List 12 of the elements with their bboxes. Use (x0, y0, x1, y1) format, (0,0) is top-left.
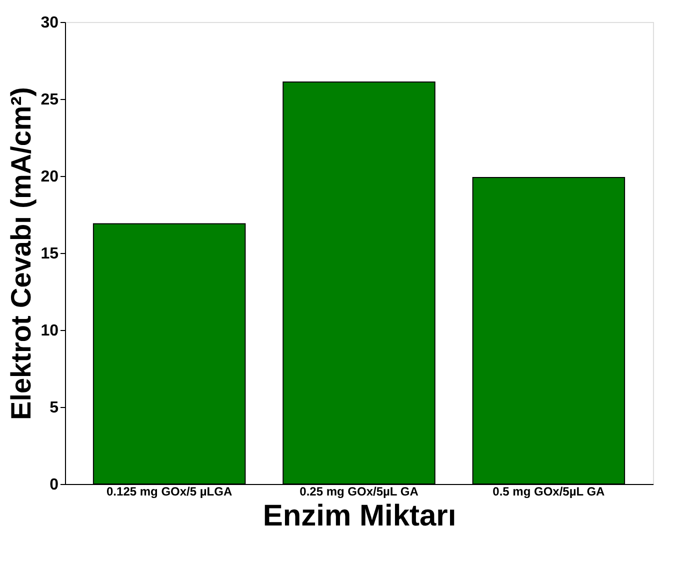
y-tick-label: 10 (40, 322, 59, 340)
x-tick-label: 0.125 mg GOx/5 µLGA (106, 484, 232, 498)
y-tick-label: 25 (40, 92, 59, 108)
y-tick-label: 15 (40, 246, 59, 262)
y-axis-title: Elektrot Cevabı (mA/cm²) (6, 87, 37, 420)
x-tick-label: 0.25 mg GOx/5µL GA (300, 484, 419, 498)
y-tick-label: 0 (50, 476, 59, 494)
y-tick-label: 30 (40, 14, 59, 32)
x-tick-label: 0.5 mg GOx/5µL GA (492, 484, 606, 498)
x-axis-title: Enzim Miktarı (262, 500, 456, 532)
y-tick-label: 20 (40, 168, 59, 186)
y-tick-label: 5 (50, 400, 59, 416)
